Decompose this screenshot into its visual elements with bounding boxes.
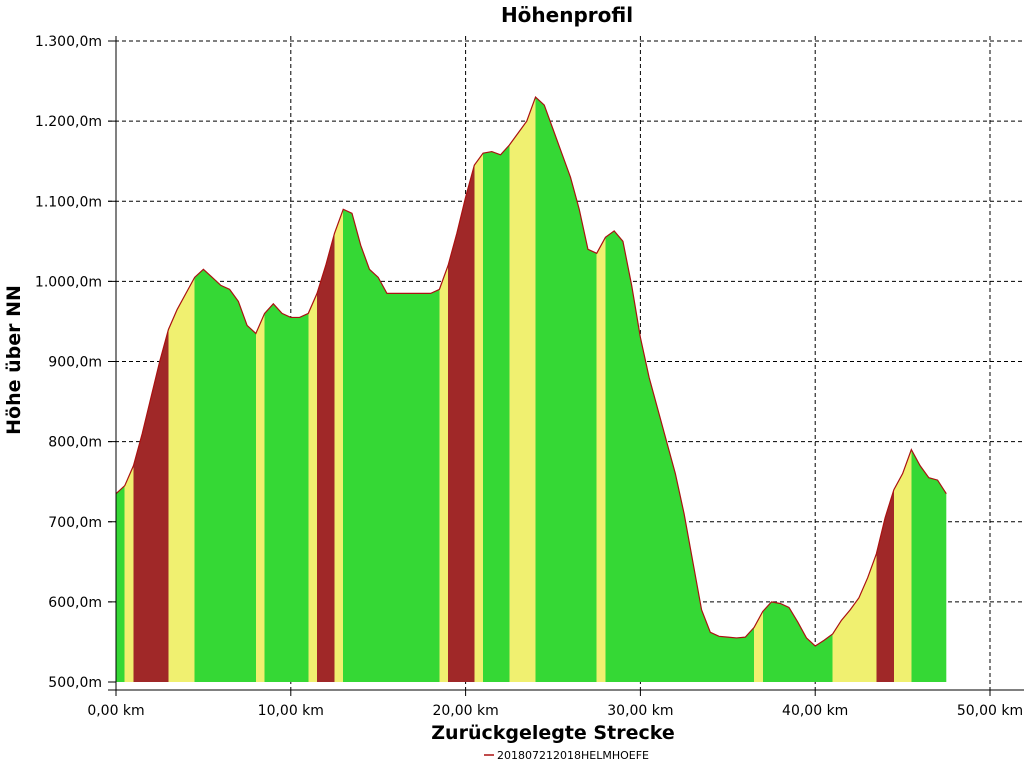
x-tick-label: 10,00 km [258,703,324,719]
x-tick-label: 20,00 km [432,703,498,719]
x-axis-ticks: 0,00 km 10,00 km 20,00 km 30,00 km 40,00 km 5… [87,690,1023,719]
y-tick-label: 800,0m [48,435,102,451]
legend-entry: 201807212018HELMHOEFE [497,749,649,762]
y-tick-label: 700,0m [48,515,102,531]
y-tick-label: 500,0m [48,675,102,691]
axes [108,36,1024,691]
y-tick-label: 600,0m [48,595,102,611]
y-tick-label: 900,0m [48,355,102,371]
legend: 201807212018HELMHOEFE [484,749,649,762]
y-tick-label: 1.200,0m [35,114,102,130]
elevation-line [115,96,947,647]
elevation-area-fill [116,97,947,682]
x-tick-label: 30,00 km [607,703,673,719]
x-tick-label: 40,00 km [782,703,848,719]
x-tick-label: 0,00 km [87,703,144,719]
x-axis-title: Zurückgelegte Strecke [431,722,674,744]
y-tick-label: 1.300,0m [35,34,102,50]
y-axis-ticks: 500,0m 600,0m 700,0m 800,0m 900,0m 1.000,0m 1.… [35,34,116,691]
x-tick-label: 50,00 km [957,703,1023,719]
y-tick-label: 1.000,0m [35,274,102,290]
y-tick-label: 1.100,0m [35,194,102,210]
elevation-area [115,96,947,682]
y-axis-title: Höhe über NN [3,285,25,435]
chart-title: Höhenprofil [501,3,633,27]
